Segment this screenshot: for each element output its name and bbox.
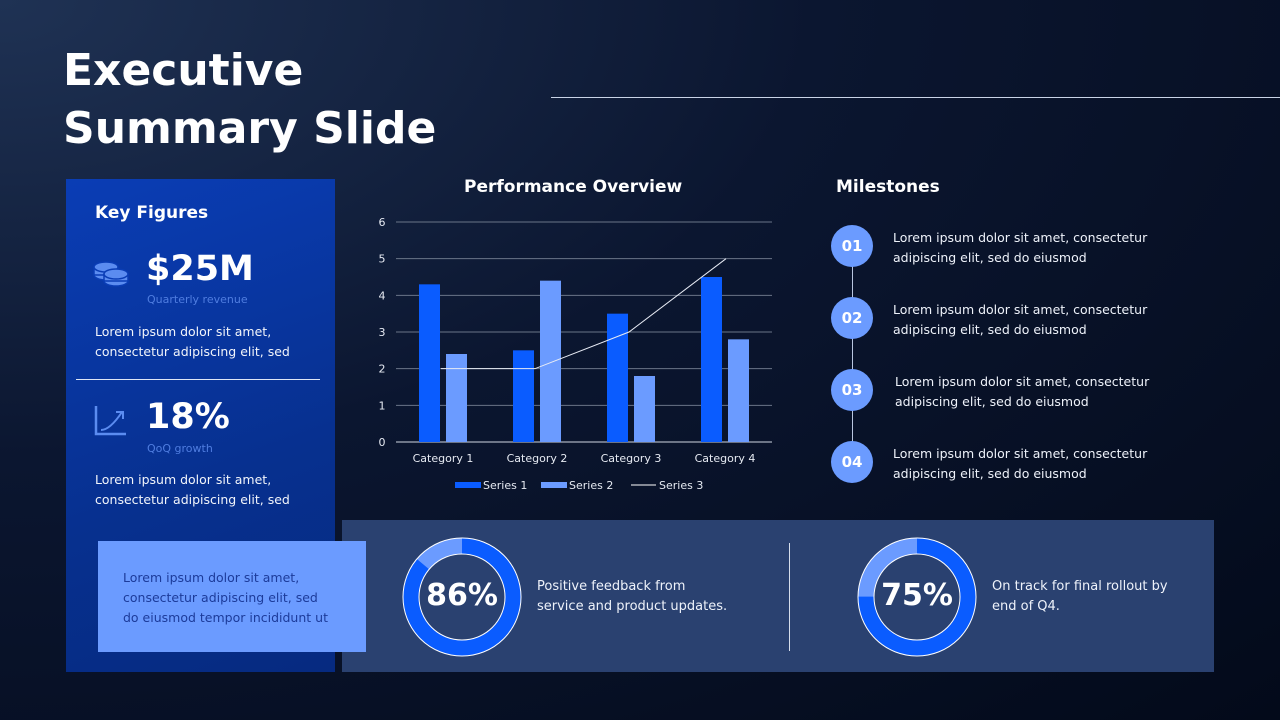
stat-text: On track for final rollout by bbox=[992, 579, 1168, 594]
body-text: consectetur adipiscing elit, sed bbox=[95, 344, 290, 359]
milestone-line: Lorem ipsum dolor sit amet, consectetur bbox=[893, 446, 1148, 461]
legend-swatch bbox=[455, 482, 481, 488]
milestone-number: 04 bbox=[831, 441, 873, 483]
milestone-line: Lorem ipsum dolor sit amet, consectetur bbox=[895, 374, 1150, 389]
milestone-line: adipiscing elit, sed do eiusmod bbox=[893, 466, 1087, 481]
legend-label: Series 3 bbox=[659, 479, 703, 492]
donut-chart-feedback bbox=[402, 537, 522, 657]
feedback-percent: 86% bbox=[426, 578, 498, 613]
milestone-line: Lorem ipsum dolor sit amet, consectetur bbox=[893, 230, 1148, 245]
stat-text: service and product updates. bbox=[537, 599, 728, 614]
milestone-line: Lorem ipsum dolor sit amet, consectetur bbox=[893, 302, 1148, 317]
donut-outline bbox=[857, 537, 977, 657]
milestone-line: adipiscing elit, sed do eiusmod bbox=[895, 394, 1089, 409]
milestone-text: Lorem ipsum dolor sit amet, consectetur a… bbox=[893, 228, 1193, 268]
legend-swatch bbox=[541, 482, 567, 488]
bar-series-2 bbox=[634, 376, 655, 442]
divider bbox=[76, 379, 320, 380]
legend-label: Series 1 bbox=[483, 479, 527, 492]
donut-fill bbox=[403, 538, 521, 656]
donut-outline bbox=[873, 553, 961, 641]
milestone-number: 01 bbox=[831, 225, 873, 267]
milestone-number: 02 bbox=[831, 297, 873, 339]
body-text: consectetur adipiscing elit, sed bbox=[95, 492, 290, 507]
growth-chart-icon bbox=[94, 406, 126, 436]
growth-value: 18% bbox=[146, 397, 230, 437]
note-text: consectetur adipiscing elit, sed bbox=[123, 590, 318, 605]
key-figures-heading: Key Figures bbox=[95, 203, 209, 223]
y-tick-label: 1 bbox=[379, 399, 386, 412]
bar-series-2 bbox=[540, 280, 561, 442]
rollout-percent: 75% bbox=[881, 578, 953, 613]
milestone-text: Lorem ipsum dolor sit amet, consectetur a… bbox=[893, 444, 1193, 484]
donut-outline bbox=[402, 537, 522, 657]
coins-icon bbox=[93, 261, 129, 287]
title-line: Executive bbox=[63, 45, 304, 96]
milestone-text: Lorem ipsum dolor sit amet, consectetur a… bbox=[895, 372, 1195, 412]
stats-divider bbox=[789, 543, 790, 651]
milestone-number: 03 bbox=[831, 369, 873, 411]
bar-series-1 bbox=[419, 284, 440, 442]
y-tick-label: 2 bbox=[379, 363, 386, 376]
revenue-value: $25M bbox=[146, 249, 254, 289]
bar-series-1 bbox=[513, 350, 534, 442]
bar-series-1 bbox=[701, 277, 722, 442]
donut-fill bbox=[858, 538, 976, 656]
bar-series-2 bbox=[446, 354, 467, 442]
y-tick-label: 3 bbox=[379, 326, 386, 339]
x-tick-label: Category 4 bbox=[695, 452, 756, 465]
note-box: Lorem ipsum dolor sit amet, consectetur … bbox=[98, 541, 366, 652]
title-divider bbox=[551, 97, 1280, 98]
legend-label: Series 2 bbox=[569, 479, 613, 492]
x-tick-label: Category 2 bbox=[507, 452, 568, 465]
donut-chart-rollout bbox=[857, 537, 977, 657]
milestone-text: Lorem ipsum dolor sit amet, consectetur a… bbox=[893, 300, 1193, 340]
donut-outline bbox=[418, 553, 506, 641]
milestone-line: adipiscing elit, sed do eiusmod bbox=[893, 250, 1087, 265]
title-line: Summary Slide bbox=[63, 103, 437, 154]
y-tick-label: 6 bbox=[379, 216, 386, 229]
x-tick-label: Category 1 bbox=[413, 452, 474, 465]
y-tick-label: 4 bbox=[379, 289, 386, 302]
chart-title: Performance Overview bbox=[464, 177, 683, 197]
line-series-3 bbox=[441, 258, 727, 370]
stat-text: Positive feedback from bbox=[537, 579, 686, 594]
body-text: Lorem ipsum dolor sit amet, bbox=[95, 324, 272, 339]
x-tick-label: Category 3 bbox=[601, 452, 662, 465]
note-text: do eiusmod tempor incididunt ut bbox=[123, 610, 328, 625]
milestone-line: adipiscing elit, sed do eiusmod bbox=[893, 322, 1087, 337]
milestones-heading: Milestones bbox=[836, 177, 940, 197]
body-text: Lorem ipsum dolor sit amet, bbox=[95, 472, 272, 487]
revenue-label: Quarterly revenue bbox=[147, 293, 248, 306]
y-tick-label: 5 bbox=[379, 253, 386, 266]
milestone-connector bbox=[852, 260, 853, 450]
page-title: Executive Summary Slide bbox=[63, 42, 543, 158]
note-text: Lorem ipsum dolor sit amet, bbox=[123, 570, 300, 585]
bar-series-2 bbox=[728, 339, 749, 442]
growth-label: QoQ growth bbox=[147, 442, 213, 455]
stat-text: end of Q4. bbox=[992, 599, 1060, 614]
y-tick-label: 0 bbox=[379, 436, 386, 449]
performance-bar-chart: 0 1 2 3 4 5 6 Category 1 Category 2 Category 3 Cat… bbox=[379, 216, 772, 492]
bar-series-1 bbox=[607, 313, 628, 442]
